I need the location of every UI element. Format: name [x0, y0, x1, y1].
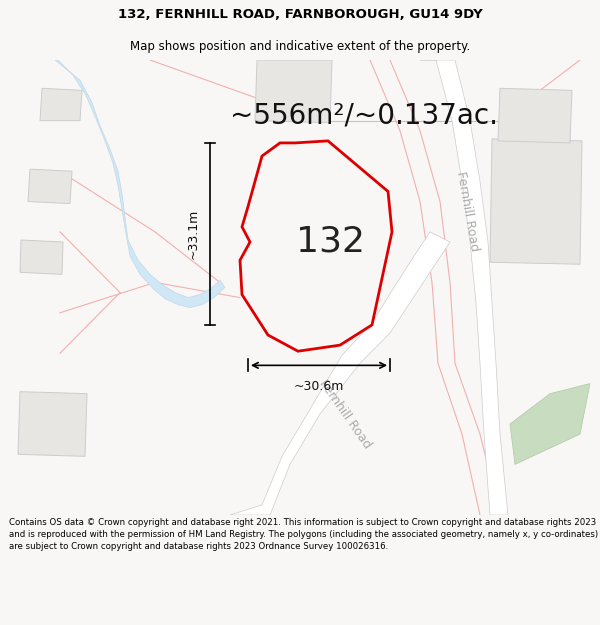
Text: ~30.6m: ~30.6m	[294, 379, 344, 392]
Polygon shape	[28, 169, 72, 204]
Polygon shape	[18, 392, 87, 456]
Text: ~556m²/~0.137ac.: ~556m²/~0.137ac.	[230, 102, 498, 129]
Text: Contains OS data © Crown copyright and database right 2021. This information is : Contains OS data © Crown copyright and d…	[9, 518, 598, 551]
Text: Map shows position and indicative extent of the property.: Map shows position and indicative extent…	[130, 40, 470, 53]
Polygon shape	[40, 88, 82, 121]
Polygon shape	[490, 139, 582, 264]
Polygon shape	[20, 240, 63, 274]
Polygon shape	[268, 201, 311, 247]
Polygon shape	[510, 384, 590, 464]
Polygon shape	[55, 60, 225, 308]
Text: Fernhill Road: Fernhill Road	[454, 171, 481, 252]
Polygon shape	[255, 60, 332, 122]
Text: 132: 132	[296, 225, 365, 259]
Text: 132, FERNHILL ROAD, FARNBOROUGH, GU14 9DY: 132, FERNHILL ROAD, FARNBOROUGH, GU14 9D…	[118, 9, 482, 21]
Polygon shape	[240, 141, 392, 351]
Polygon shape	[420, 60, 508, 515]
Text: Fernhill Road: Fernhill Road	[316, 377, 374, 451]
Polygon shape	[230, 232, 450, 515]
Text: ~33.1m: ~33.1m	[187, 209, 200, 259]
Polygon shape	[498, 88, 572, 143]
Polygon shape	[255, 264, 286, 298]
